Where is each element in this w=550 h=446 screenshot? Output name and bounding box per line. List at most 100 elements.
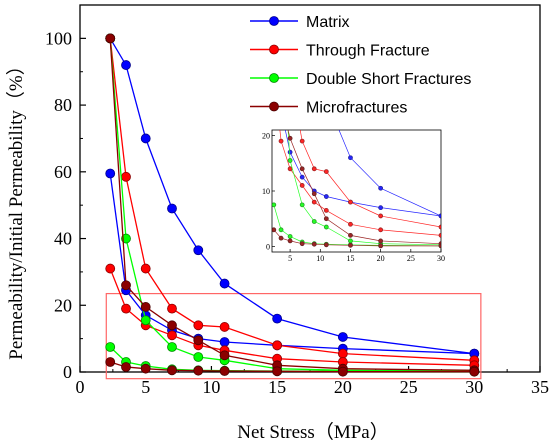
data-point [311, 191, 317, 197]
inset-x-tick-label: 5 [288, 254, 292, 263]
inset-x-tick-label: 25 [407, 254, 415, 263]
data-point [121, 60, 131, 70]
y-tick-label: 100 [45, 28, 72, 48]
data-point [299, 202, 305, 208]
data-point [469, 366, 480, 377]
y-axis-title: Permeability/Initial Permeability（%） [5, 56, 27, 359]
y-tick-label: 0 [63, 362, 72, 382]
y-tick-label: 40 [54, 229, 72, 249]
inset-x-tick-label: 30 [437, 254, 445, 263]
data-point [121, 280, 131, 291]
data-point [167, 330, 177, 341]
data-point [323, 216, 329, 222]
data-point [279, 23, 283, 27]
data-point [337, 332, 348, 342]
legend-label: Microfractures [306, 100, 407, 117]
data-point [299, 174, 305, 180]
data-point [121, 303, 131, 314]
data-point [219, 350, 230, 361]
x-tick-label: 15 [268, 377, 286, 397]
data-point [311, 219, 317, 224]
x-tick-label: 25 [400, 377, 418, 397]
inset-frame [271, 129, 442, 253]
x-tick-label: 5 [141, 377, 150, 397]
data-point [288, 73, 292, 77]
legend: Matrix Through Fracture Double Short Fract… [250, 14, 471, 117]
data-point [279, 109, 283, 113]
data-point [348, 199, 353, 205]
legend-marker [269, 73, 279, 83]
x-tick-label: 10 [202, 377, 220, 397]
data-point [105, 342, 116, 352]
data-point [105, 168, 116, 179]
data-point [272, 313, 283, 324]
series-line [109, 268, 475, 366]
data-point [193, 335, 204, 346]
data-point [193, 320, 204, 331]
data-point [167, 365, 177, 376]
data-point [378, 213, 384, 219]
data-point [337, 348, 348, 359]
data-point [438, 213, 441, 219]
y-tick-label: 60 [54, 162, 72, 182]
data-point [140, 263, 151, 274]
data-point [167, 320, 177, 331]
x-tick-label: 0 [76, 377, 85, 397]
data-point [167, 203, 177, 214]
legend-label: Double Short Fractures [306, 71, 471, 88]
data-point [438, 224, 441, 230]
data-point [219, 337, 230, 347]
data-point [193, 365, 204, 376]
inset-series [272, 23, 441, 249]
inset-y-tick-label: 20 [262, 132, 270, 141]
inset-y-tick-label: 0 [266, 242, 270, 251]
data-point [272, 202, 277, 208]
data-point [219, 278, 230, 289]
data-point [287, 149, 293, 155]
data-point [287, 135, 293, 141]
data-point [323, 242, 329, 248]
data-point [299, 138, 305, 144]
data-point [278, 227, 284, 233]
legend-marker [269, 16, 279, 26]
data-point [140, 363, 151, 374]
legend-label: Matrix [306, 14, 350, 31]
inset-x-tick-label: 10 [316, 254, 324, 263]
data-point [311, 166, 317, 172]
data-point [121, 171, 131, 182]
data-point [287, 238, 293, 244]
data-point [299, 166, 305, 172]
data-point [287, 234, 293, 239]
data-point [323, 208, 329, 213]
data-point [278, 138, 284, 144]
data-point [167, 303, 177, 314]
data-point [287, 166, 293, 172]
data-point [348, 238, 353, 244]
data-point [348, 221, 353, 227]
series-line [338, 130, 441, 217]
x-tick-label: 20 [334, 377, 352, 397]
data-point [438, 232, 441, 238]
data-point [105, 33, 116, 44]
data-point [272, 227, 277, 233]
data-point [299, 241, 305, 247]
data-point [278, 235, 284, 241]
inset-y-tick-label: 10 [262, 187, 270, 196]
data-point [279, 100, 283, 104]
legend-label: Through Fracture [306, 43, 430, 60]
legend-marker [269, 101, 279, 112]
data-point [105, 263, 116, 274]
data-point [323, 224, 329, 230]
data-point [105, 357, 116, 367]
y-tick-label: 20 [54, 295, 72, 315]
data-point [323, 169, 329, 174]
data-point [378, 243, 384, 249]
data-point [348, 155, 353, 161]
data-point [193, 245, 204, 256]
inset-x-tick-label: 15 [346, 254, 354, 263]
data-point [311, 199, 317, 205]
data-point [287, 158, 293, 163]
data-point [272, 366, 283, 377]
